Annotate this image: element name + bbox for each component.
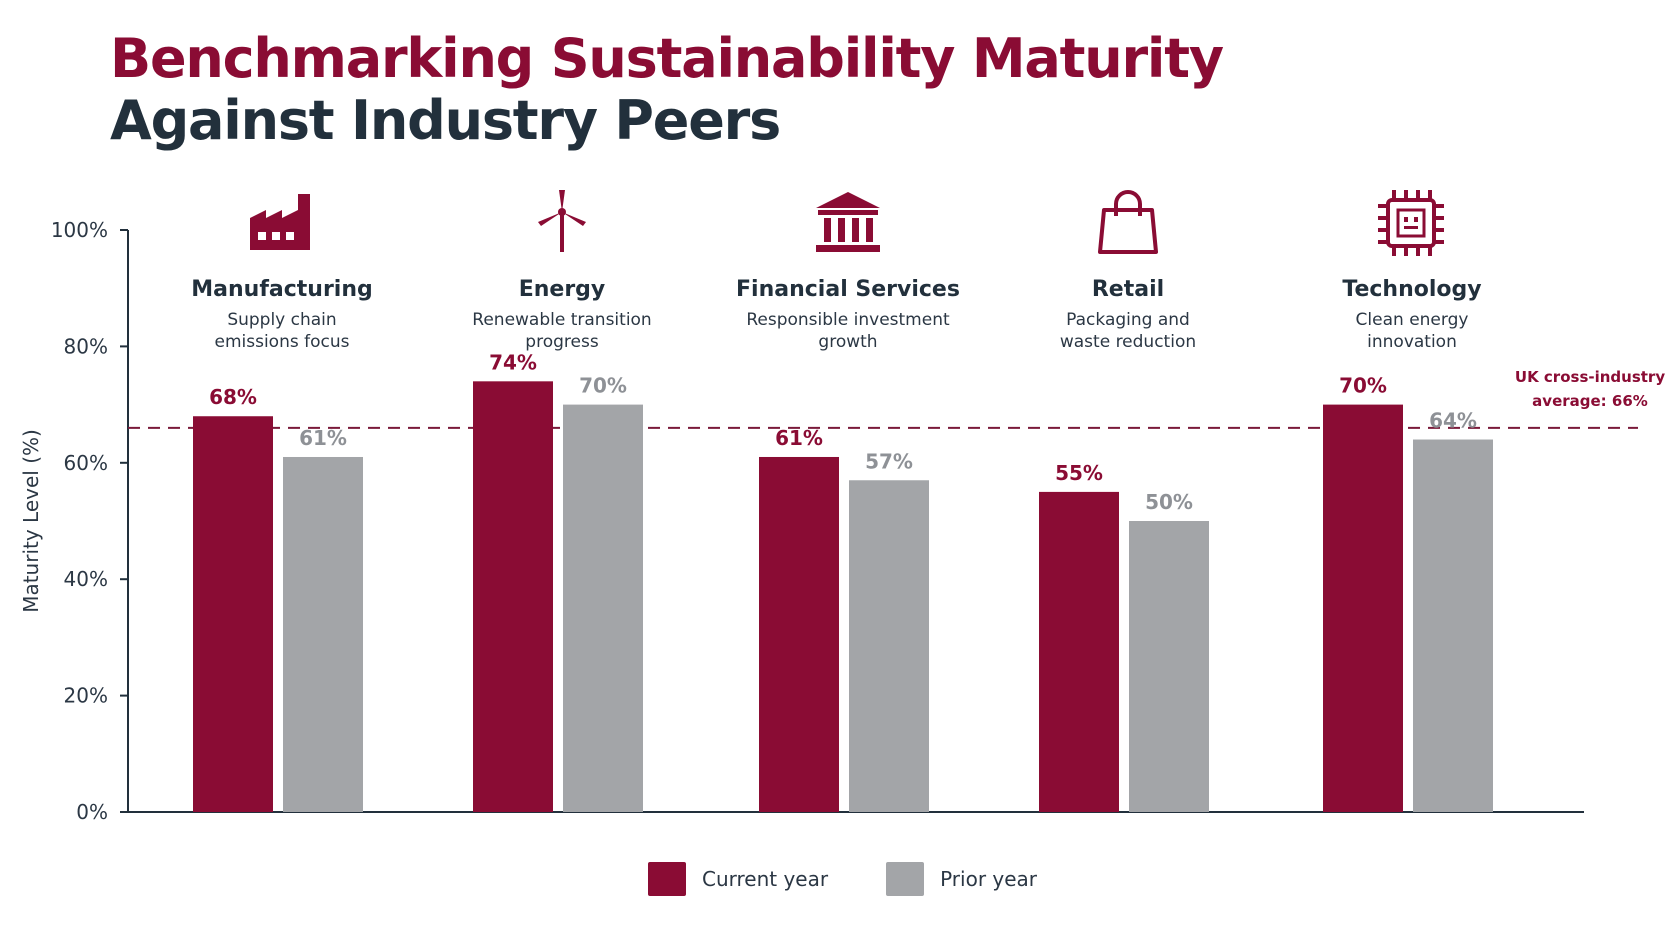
- category-label: Manufacturing: [191, 277, 373, 302]
- legend-swatch-current-year: [648, 862, 686, 896]
- legend-item-prior-year: Prior year: [886, 862, 1037, 896]
- category-subtitle: progress: [525, 332, 599, 352]
- bar-current-year: [1039, 491, 1119, 812]
- bar-prior-year: [1413, 439, 1493, 812]
- category-subtitle: Renewable transition: [472, 310, 651, 330]
- y-axis-title: Maturity Level (%): [19, 429, 43, 613]
- data-label-prior-year: 61%: [299, 426, 347, 450]
- chart-title: Benchmarking Sustainability Maturity Aga…: [110, 27, 1224, 152]
- legend-item-current-year: Current year: [648, 862, 828, 896]
- bank-icon: [816, 192, 880, 252]
- bar-current-year: [759, 456, 839, 812]
- data-label-current-year: 74%: [489, 350, 537, 374]
- y-tick-label: 80%: [64, 334, 108, 358]
- bar-prior-year: [1129, 521, 1209, 812]
- bar-prior-year: [849, 480, 929, 812]
- category-subtitle: growth: [818, 332, 877, 352]
- chart-title-line-2: Against Industry Peers: [110, 89, 781, 152]
- bar-prior-year: [283, 456, 363, 812]
- data-label-current-year: 55%: [1055, 461, 1103, 485]
- reference-line-label: UK cross-industry: [1515, 368, 1665, 386]
- data-label-current-year: 70%: [1339, 374, 1387, 398]
- y-tick-label: 20%: [64, 684, 108, 708]
- category-label: Energy: [519, 277, 606, 302]
- data-label-current-year: 68%: [209, 385, 257, 409]
- category-subtitle: emissions focus: [215, 332, 350, 352]
- chart-legend: Current year Prior year: [648, 862, 1095, 896]
- category-subtitle: innovation: [1367, 332, 1457, 352]
- wind-turbine-icon: [538, 190, 586, 252]
- y-tick-label: 40%: [64, 567, 108, 591]
- legend-swatch-prior-year: [886, 862, 925, 896]
- y-tick-label: 60%: [64, 451, 108, 475]
- data-label-prior-year: 50%: [1145, 490, 1193, 514]
- data-label-prior-year: 57%: [865, 449, 913, 473]
- category-subtitle: Packaging and: [1066, 310, 1190, 330]
- bar-current-year: [1323, 404, 1403, 812]
- data-label-prior-year: 70%: [579, 374, 627, 398]
- reference-line-label: average: 66%: [1532, 392, 1648, 410]
- chip-icon: [1378, 190, 1444, 256]
- category-subtitle: Responsible investment: [746, 310, 950, 330]
- legend-label-current-year: Current year: [702, 867, 829, 891]
- bar-current-year: [473, 381, 553, 812]
- y-tick-label: 100%: [51, 218, 108, 242]
- y-tick-label: 0%: [76, 800, 108, 824]
- category-label: Financial Services: [736, 277, 960, 302]
- bar-current-year: [193, 416, 273, 812]
- data-label-current-year: 61%: [775, 426, 823, 450]
- category-label: Retail: [1092, 277, 1164, 302]
- factory-icon: [250, 194, 310, 250]
- category-subtitle: Clean energy: [1356, 310, 1469, 330]
- bar-prior-year: [563, 404, 643, 812]
- category-subtitle: waste reduction: [1060, 332, 1196, 352]
- chart-title-line-1: Benchmarking Sustainability Maturity: [110, 27, 1224, 90]
- data-label-prior-year: 64%: [1429, 409, 1477, 433]
- shopping-bag-icon: [1098, 190, 1158, 254]
- legend-label-prior-year: Prior year: [940, 867, 1038, 891]
- category-subtitle: Supply chain: [227, 310, 336, 330]
- category-label: Technology: [1342, 277, 1481, 302]
